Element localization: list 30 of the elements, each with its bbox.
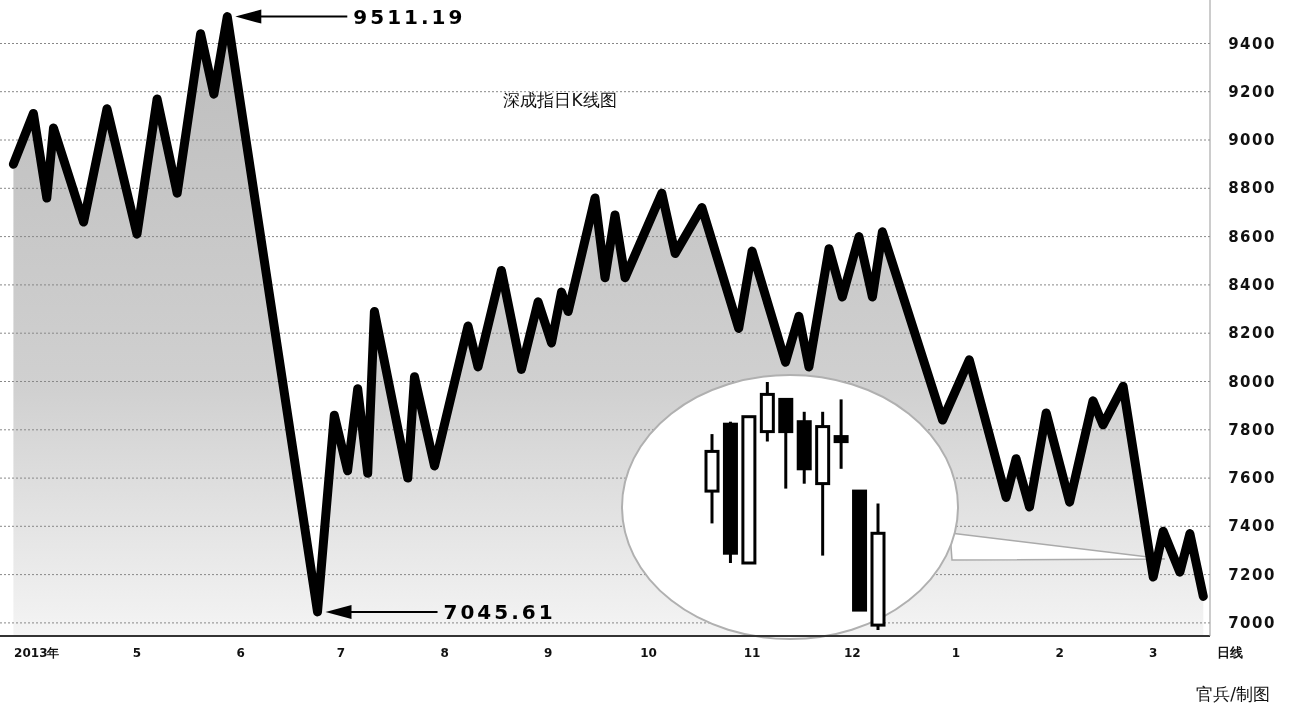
x-tick-label: 11 bbox=[743, 646, 761, 660]
x-tick-label: 5 bbox=[132, 646, 142, 660]
x-tick-label: 1 bbox=[951, 646, 961, 660]
y-tick-label: 8600 bbox=[1228, 227, 1276, 246]
x-tick-label: 8 bbox=[440, 646, 449, 660]
y-tick-label: 7600 bbox=[1228, 469, 1276, 488]
x-tick-label: 10 bbox=[640, 646, 657, 660]
y-tick-label: 7800 bbox=[1228, 420, 1276, 439]
text: 官兵/制图 bbox=[1196, 684, 1270, 704]
annotation: 7045.61 bbox=[443, 599, 556, 624]
y-tick-label: 9200 bbox=[1228, 82, 1276, 101]
x-tick-label: 7 bbox=[336, 646, 346, 660]
y-tick-label: 9000 bbox=[1228, 131, 1276, 149]
y-tick-label: 8400 bbox=[1228, 275, 1276, 294]
x-axis-title: 日线 bbox=[1217, 645, 1243, 660]
y-tick-label: 8000 bbox=[1228, 372, 1276, 391]
x-tick-label: 9 bbox=[544, 646, 553, 660]
y-tick-label: 7400 bbox=[1228, 517, 1276, 536]
x-tick-label: 3 bbox=[1149, 646, 1158, 660]
x-tick-label: 2 bbox=[1055, 646, 1064, 660]
y-tick-label: 8800 bbox=[1228, 179, 1276, 198]
y-tick-label: 8200 bbox=[1228, 324, 1276, 343]
x-tick-label: 12 bbox=[843, 646, 861, 660]
x-tick-label: 6 bbox=[236, 646, 245, 660]
y-tick-label: 7200 bbox=[1228, 565, 1276, 584]
y-tick-label: 9400 bbox=[1228, 34, 1276, 53]
annotation: 9511.19 bbox=[353, 4, 466, 29]
y-tick-label: 7000 bbox=[1228, 613, 1276, 632]
x-tick-label: 2013年 bbox=[14, 646, 60, 660]
text: 深成指日K线图 bbox=[503, 90, 617, 110]
